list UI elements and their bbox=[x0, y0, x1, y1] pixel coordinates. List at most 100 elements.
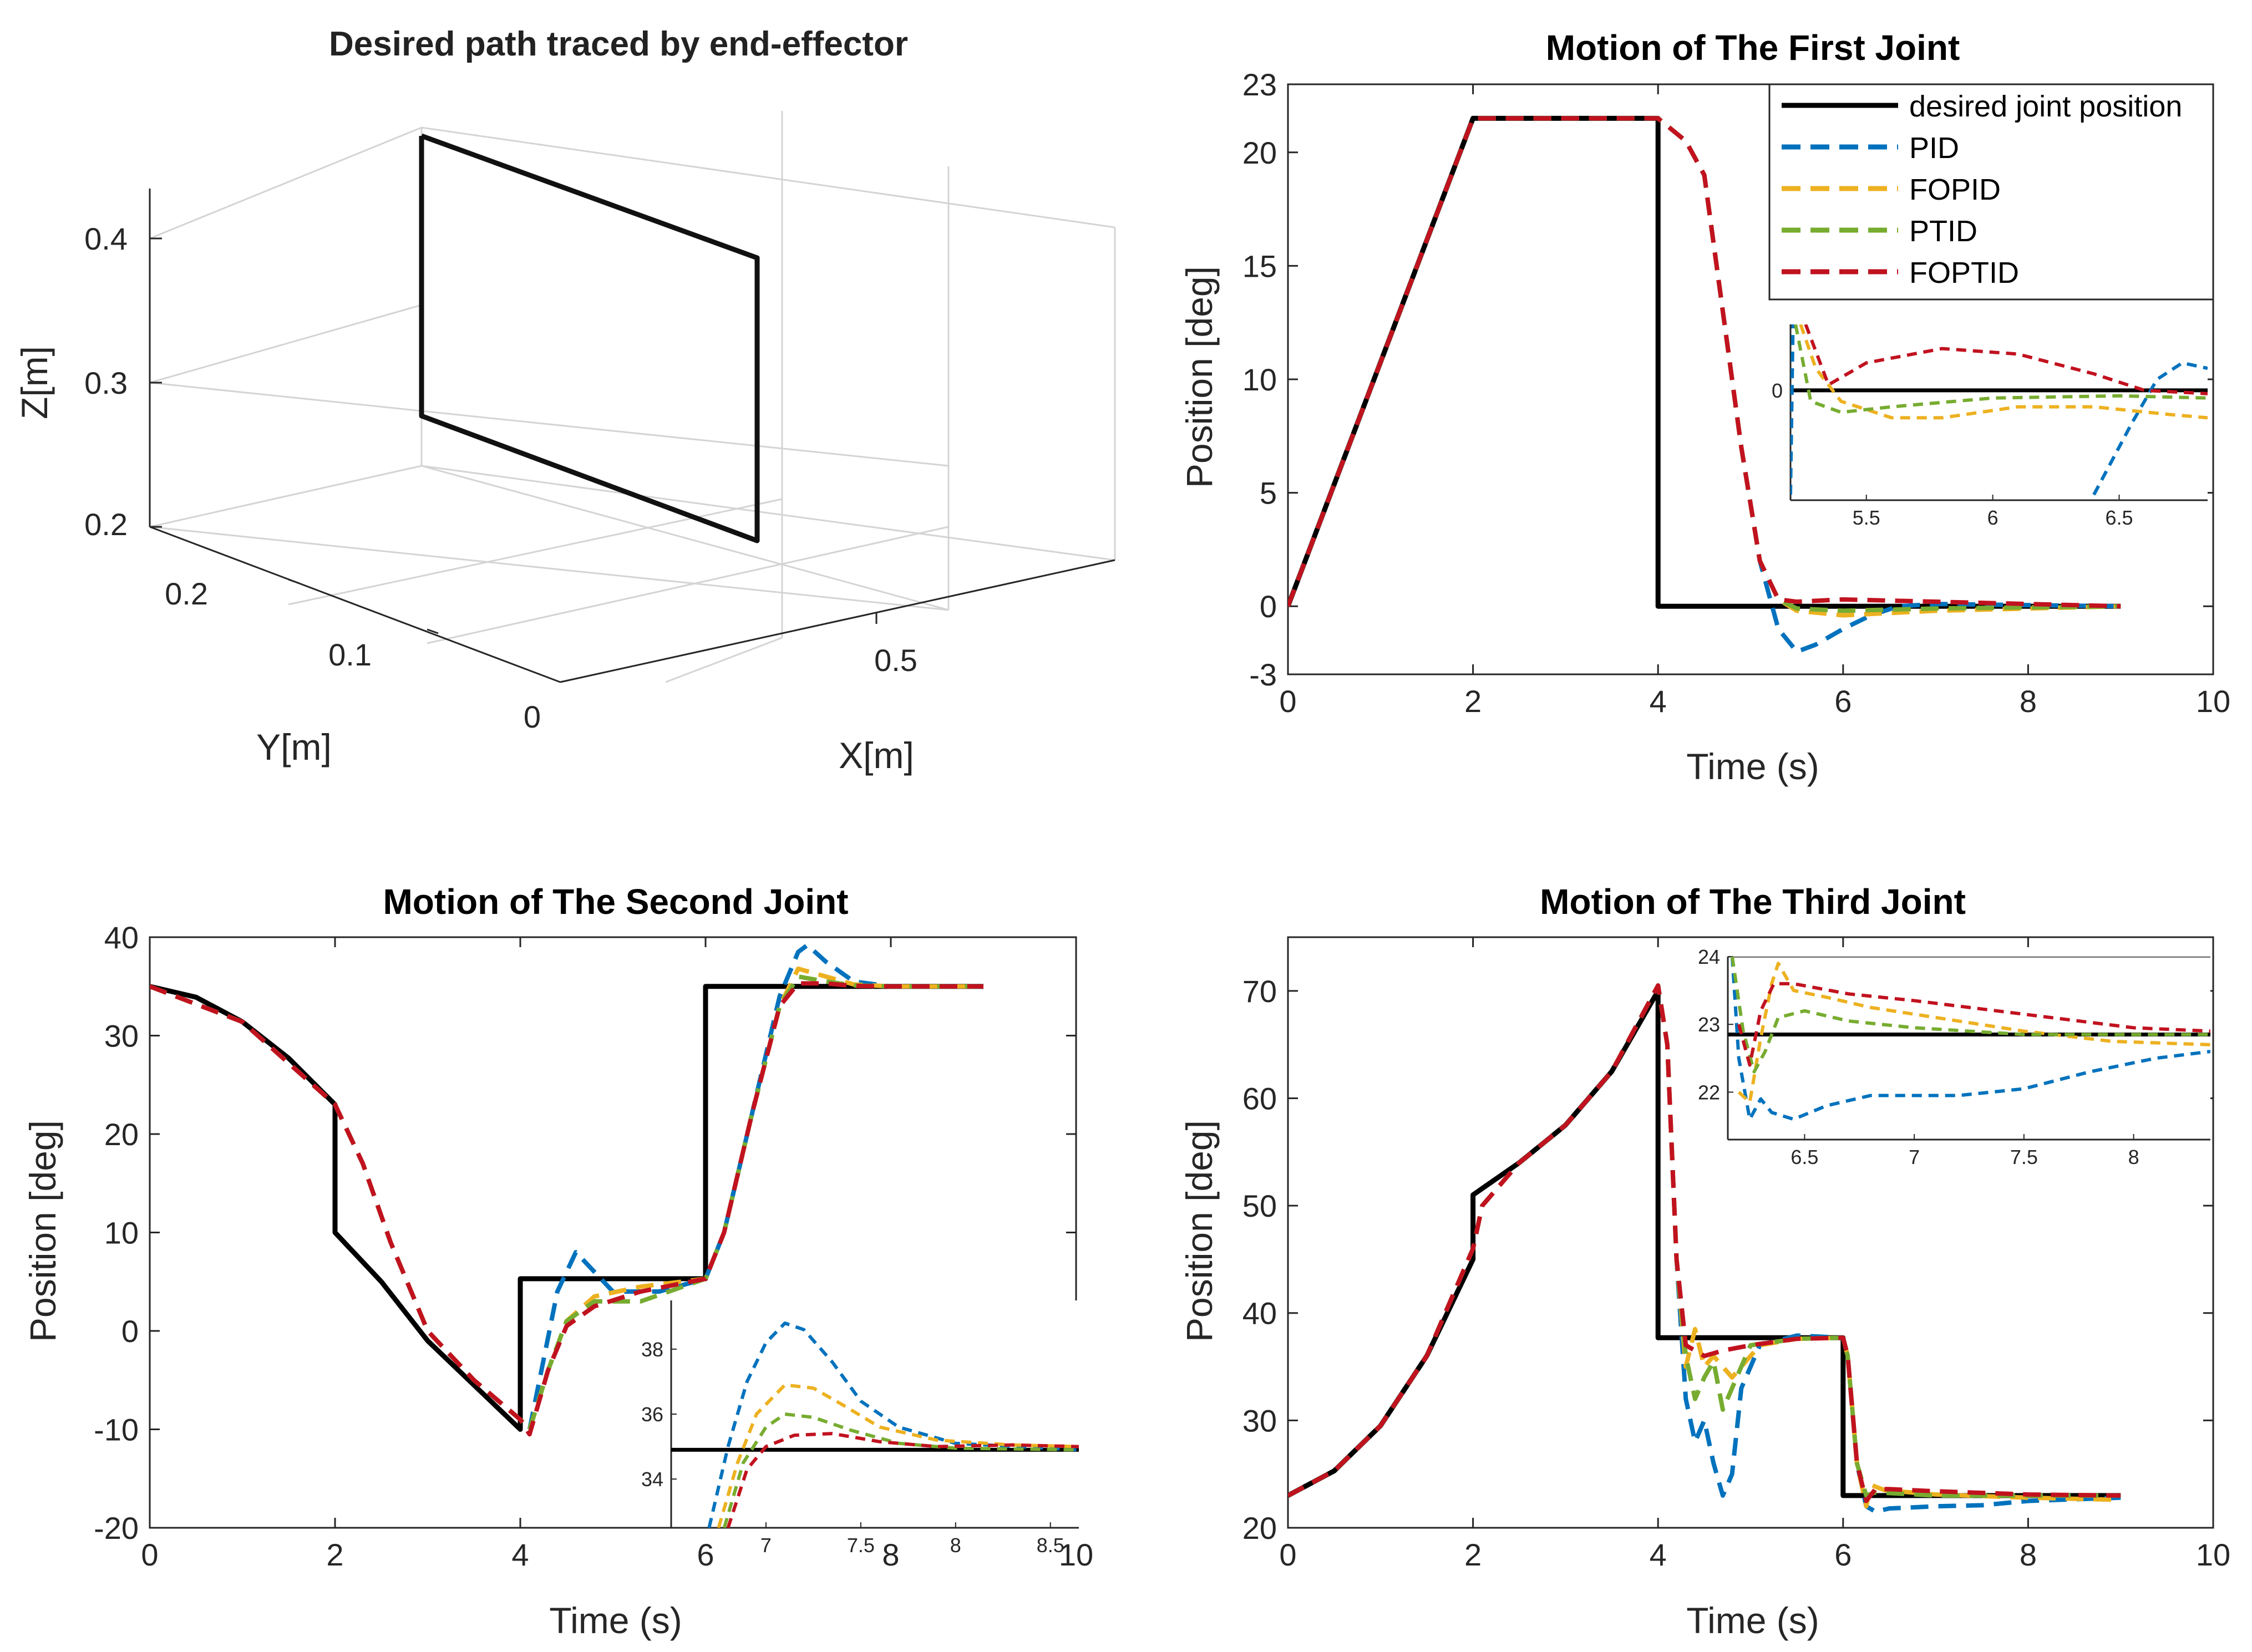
joint2-inset: 7 7.5 8 8.5 34 36 38 bbox=[641, 1300, 1079, 1557]
legend-label-desired: desired joint position bbox=[1909, 90, 2182, 123]
joint3-inset-x-tick-label: 7 bbox=[1909, 1146, 1920, 1168]
joint3-inset-y-tick-label: 22 bbox=[1698, 1081, 1720, 1104]
joint1-inset-series-line bbox=[1791, 324, 1795, 495]
joint1-x-tick-label: 6 bbox=[1834, 684, 1852, 719]
joint2-y-tick-label: 0 bbox=[121, 1314, 139, 1349]
joint2-x-tick-label: 8 bbox=[882, 1537, 899, 1572]
joint1-title: Motion of The First Joint bbox=[1546, 28, 1960, 68]
joint1-x-axis-label: Time (s) bbox=[1686, 746, 1819, 787]
joint2-series-foptid-line bbox=[150, 981, 983, 1437]
joint3-series-ptid-line bbox=[1288, 983, 2121, 1498]
legend-label-pid: PID bbox=[1909, 131, 1959, 165]
joint1-y-axis-label: Position [deg] bbox=[1179, 266, 1220, 488]
joint1-y-tick-label: 20 bbox=[1242, 135, 1277, 170]
joint3-inset-y-tick-label: 24 bbox=[1698, 946, 1720, 968]
joint1-inset-x-tick-label: 5.5 bbox=[1853, 506, 1880, 529]
joint3-y-tick-label: 20 bbox=[1242, 1511, 1277, 1546]
joint3-x-tick-label: 8 bbox=[2020, 1537, 2037, 1572]
joint2-x-tick-label: 2 bbox=[326, 1537, 343, 1572]
joint2-inset-x-tick-label: 8.5 bbox=[1037, 1534, 1064, 1557]
joint1-x-tick-label: 4 bbox=[1650, 684, 1667, 719]
path-3d-axes bbox=[149, 189, 1115, 683]
joint2-x-tick-label: 10 bbox=[1059, 1537, 1093, 1572]
joint1-inset-x-tick-label: 6.5 bbox=[2105, 506, 2133, 529]
joint3-inset-series-line bbox=[1730, 957, 2210, 1074]
joint3-y-tick-label: 60 bbox=[1242, 1081, 1277, 1116]
joint3-x-tick-label: 2 bbox=[1464, 1537, 1482, 1572]
y-tick-label: 0.1 bbox=[328, 637, 372, 672]
joint2-inset-x-tick-label: 8 bbox=[950, 1534, 961, 1557]
legend-label-foptid: FOPTID bbox=[1909, 256, 2019, 289]
joint2-x-axis-label: Time (s) bbox=[549, 1600, 682, 1641]
joint2-inset-x-tick-label: 7 bbox=[760, 1534, 772, 1557]
joint1-series-foptid-line bbox=[1288, 116, 2121, 609]
joint3-y-tick-label: 50 bbox=[1242, 1188, 1277, 1223]
z-axis-label: Z[m] bbox=[14, 346, 55, 419]
z-tick-label: 0.4 bbox=[84, 221, 128, 256]
joint2-y-tick-label: -20 bbox=[94, 1511, 139, 1546]
joint1-y-tick-label: -3 bbox=[1249, 657, 1277, 692]
joint2-series-desired-joint-position-line bbox=[150, 984, 983, 1432]
y-axis-label: Y[m] bbox=[256, 726, 332, 767]
joint1-y-tick-label: 10 bbox=[1242, 362, 1277, 397]
joint2-x-tick-label: 0 bbox=[141, 1537, 158, 1572]
joint3-x-axis-label: Time (s) bbox=[1686, 1600, 1819, 1641]
legend-box bbox=[1768, 83, 2214, 301]
joint2-series-group bbox=[150, 943, 983, 1437]
joint2-y-tick-label: 40 bbox=[104, 920, 139, 955]
joint3-inset-series-group bbox=[1728, 957, 2210, 1121]
y-tick-label: 0.2 bbox=[165, 576, 208, 611]
joint1-x-tick-label: 2 bbox=[1464, 684, 1482, 719]
joint3-x-tick-label: 0 bbox=[1279, 1537, 1296, 1572]
joint3-x-tick-label: 6 bbox=[1834, 1537, 1852, 1572]
joint1-series-group bbox=[1288, 115, 2121, 654]
joint2-inset-y-tick-label: 36 bbox=[641, 1403, 663, 1426]
desired-path-line bbox=[419, 133, 760, 543]
joint1-x-tick-label: 0 bbox=[1279, 684, 1296, 719]
joint2-y-tick-label: -10 bbox=[94, 1412, 139, 1447]
path-3d-title: Desired path traced by end-effector bbox=[329, 25, 908, 63]
joint3-inset-area bbox=[1728, 957, 2210, 1140]
joint2-x-tick-label: 6 bbox=[697, 1537, 714, 1572]
legend-label-fopid: FOPID bbox=[1909, 173, 2001, 206]
legend-label-ptid: PTID bbox=[1909, 215, 1977, 248]
joint3-x-tick-label: 4 bbox=[1650, 1537, 1667, 1572]
joint3-y-tick-label: 30 bbox=[1242, 1403, 1277, 1438]
joint2-inset-x-tick-label: 7.5 bbox=[847, 1534, 875, 1557]
joint3-inset-x-tick-label: 7.5 bbox=[2010, 1146, 2038, 1168]
joint1-inset-x-tick-label: 6 bbox=[1987, 506, 1999, 529]
joint3-inset-x-tick-label: 8 bbox=[2128, 1146, 2139, 1168]
joint2-series-ptid-line bbox=[150, 974, 983, 1432]
joint3-inset: 6.5 7 7.5 8 22 23 24 bbox=[1698, 946, 2210, 1168]
joint1-inset-series-line bbox=[1794, 324, 2208, 414]
joint2-y-tick-label: 20 bbox=[104, 1117, 139, 1152]
joint2-inset-y-tick-label: 38 bbox=[641, 1338, 663, 1361]
joint3-series-group bbox=[1288, 983, 2121, 1514]
joint2-y-tick-label: 10 bbox=[104, 1216, 139, 1251]
joint2-panel: Motion of The Second Joint Time (s) Posi… bbox=[22, 882, 1093, 1641]
joint1-inset-series-group bbox=[1791, 324, 2208, 496]
joint3-inset-series-line bbox=[1737, 962, 2210, 1104]
legend: desired joint position PID FOPID PTID FO… bbox=[1768, 83, 2214, 301]
z-tick-label: 0.3 bbox=[84, 365, 128, 400]
joint2-inset-series-group bbox=[671, 1321, 1079, 1528]
y-tick-label: 0 bbox=[524, 699, 541, 734]
joint3-series-foptid-line bbox=[1288, 983, 2121, 1503]
joint3-y-tick-label: 40 bbox=[1242, 1296, 1277, 1331]
joint2-title: Motion of The Second Joint bbox=[383, 882, 848, 922]
joint3-panel: Motion of The Third Joint Time (s) Posit… bbox=[1179, 882, 2230, 1641]
joint1-y-tick-label: 0 bbox=[1260, 589, 1277, 624]
joint1-y-tick-label: 23 bbox=[1242, 67, 1277, 102]
joint3-x-tick-label: 10 bbox=[2196, 1537, 2230, 1572]
joint1-x-tick-label: 8 bbox=[2020, 684, 2037, 719]
joint2-inset-area bbox=[671, 1300, 1079, 1528]
joint3-inset-y-tick-label: 23 bbox=[1698, 1013, 1720, 1036]
joint1-inset-series-line bbox=[1799, 324, 2208, 420]
joint3-inset-series-line bbox=[1737, 982, 2210, 1067]
joint1-inset: 5.5 6 6.5 0 bbox=[1772, 324, 2208, 529]
joint1-inset-series-line bbox=[2092, 361, 2208, 496]
joint2-y-axis-label: Position [deg] bbox=[22, 1120, 63, 1342]
joint2-inset-series-line bbox=[707, 1321, 1079, 1528]
joint2-inset-series-line bbox=[726, 1432, 1079, 1528]
